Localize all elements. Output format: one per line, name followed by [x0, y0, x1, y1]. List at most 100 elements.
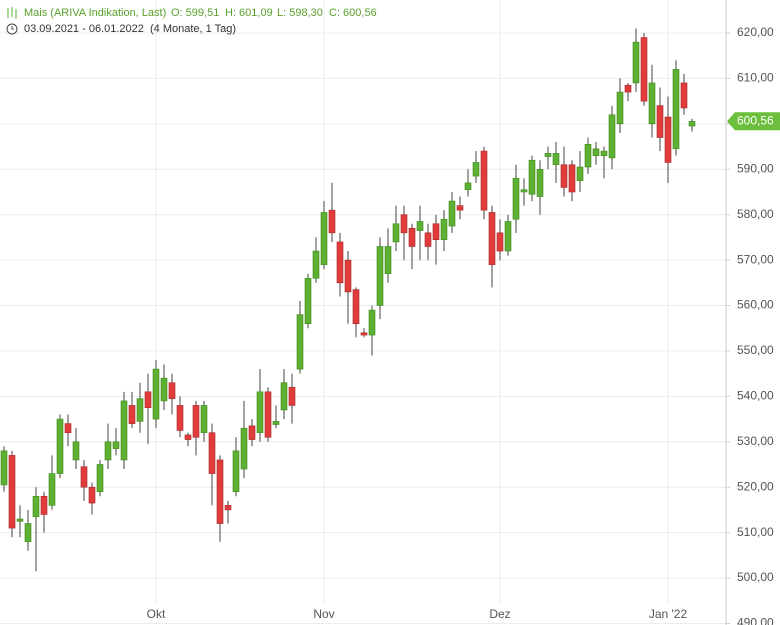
candle-body	[240, 427, 248, 470]
candle-body	[208, 432, 216, 474]
candle-body	[264, 391, 272, 438]
candle-body	[632, 41, 640, 84]
x-tick-label: Nov	[313, 607, 334, 621]
candle-body	[648, 82, 656, 125]
candle-body	[664, 116, 672, 163]
candle-body	[368, 309, 376, 336]
candle-body	[320, 212, 328, 265]
y-tick-label: 500,00	[737, 570, 774, 584]
x-tick-label: Jan '22	[649, 607, 688, 621]
y-tick-label: 540,00	[737, 389, 774, 403]
y-tick-label: 530,00	[737, 434, 774, 448]
y-tick-label: 570,00	[737, 252, 774, 266]
candle-body	[496, 232, 504, 252]
candle-body	[288, 386, 296, 406]
y-tick-label: 520,00	[737, 479, 774, 493]
last-price-tag	[727, 112, 780, 131]
candle-body	[552, 153, 560, 166]
candle-body	[56, 418, 64, 474]
candles-layer	[0, 28, 696, 572]
y-tick-label: 610,00	[737, 71, 774, 85]
candle-body	[352, 289, 360, 324]
period: (4 Monate, 1 Tag)	[150, 23, 236, 35]
candle-body	[520, 189, 528, 193]
candle-body	[224, 505, 232, 511]
candle-body	[488, 212, 496, 265]
candle-body	[344, 259, 352, 293]
candle-body	[400, 214, 408, 234]
candle-body	[168, 382, 176, 399]
candle-body	[48, 473, 56, 506]
candle-body	[672, 69, 680, 150]
candle-body	[472, 162, 480, 177]
candle-body	[680, 82, 688, 109]
candle-body	[384, 246, 392, 275]
candle-body	[448, 200, 456, 227]
candle-body	[280, 382, 288, 411]
candle-body	[592, 148, 600, 156]
candle-body	[304, 277, 312, 324]
candle-body	[8, 455, 16, 529]
candle-body	[392, 223, 400, 243]
candle-body	[104, 441, 112, 461]
candle-body	[656, 105, 664, 138]
candle-body	[536, 168, 544, 197]
candle-body	[32, 495, 40, 518]
candle-body	[176, 405, 184, 431]
clock-icon	[6, 23, 18, 35]
candle-body	[504, 221, 512, 252]
candle-body	[128, 405, 136, 424]
candle-body	[64, 423, 72, 433]
candle-body	[584, 143, 592, 168]
candle-body	[336, 241, 344, 284]
date-range: 03.09.2021 - 06.01.2022	[24, 23, 144, 35]
high-label: H: 601,09	[225, 7, 273, 19]
candle-body	[216, 459, 224, 524]
candle-body	[528, 159, 536, 195]
candle-body	[608, 114, 616, 159]
candle-body	[192, 405, 200, 438]
y-tick-label: 580,00	[737, 207, 774, 221]
candle-body	[616, 91, 624, 125]
candle-body	[408, 228, 416, 247]
candle-body	[312, 250, 320, 279]
candle-body	[24, 523, 32, 543]
series-icon	[7, 7, 17, 19]
candle-body	[576, 166, 584, 181]
y-tick-label: 590,00	[737, 161, 774, 175]
candle-body	[480, 150, 488, 211]
y-tick-label: 510,00	[737, 525, 774, 539]
candle-body	[120, 400, 128, 461]
candle-body	[72, 441, 80, 461]
close-label: C: 600,56	[329, 7, 377, 19]
candle-body	[144, 391, 152, 409]
candle-body	[376, 246, 384, 306]
y-tick-label: 560,00	[737, 298, 774, 312]
candle-body	[256, 391, 264, 433]
candle-body	[296, 314, 304, 370]
low-label: L: 598,30	[277, 7, 323, 19]
candle-body	[328, 209, 336, 234]
candle-body	[640, 37, 648, 102]
y-tick-label: 490,00	[737, 616, 774, 625]
candle-body	[360, 332, 368, 336]
candle-body	[560, 164, 568, 188]
candle-body	[440, 218, 448, 240]
x-tick-label: Dez	[489, 607, 510, 621]
candle-body	[184, 434, 192, 440]
y-tick-label: 620,00	[737, 25, 774, 39]
candle-body	[456, 205, 464, 211]
candle-body	[624, 84, 632, 93]
candle-body	[248, 425, 256, 440]
candle-body	[0, 450, 8, 486]
candle-body	[88, 486, 96, 504]
header: Mais (ARIVA Indikation, Last) O: 599,51 …	[6, 7, 377, 35]
candle-body	[232, 450, 240, 493]
candle-body	[16, 518, 24, 522]
candle-body	[464, 182, 472, 191]
candle-body	[152, 368, 160, 420]
open-label: O: 599,51	[171, 7, 219, 19]
candle-body	[112, 441, 120, 449]
candle-body	[80, 466, 88, 488]
